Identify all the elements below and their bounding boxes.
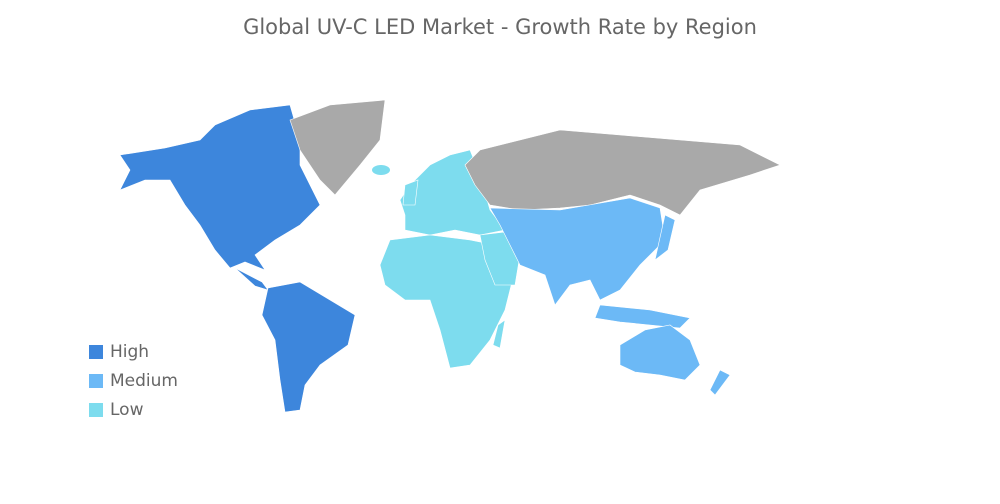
region: [402, 179, 419, 206]
region: [619, 324, 701, 381]
region: [492, 319, 506, 349]
region: [654, 214, 676, 261]
legend: High Medium Low: [89, 342, 178, 420]
legend-swatch: [89, 345, 103, 359]
region: [594, 304, 691, 329]
region: [261, 281, 356, 413]
region: [489, 197, 666, 306]
world-map: [119, 99, 781, 413]
region: [372, 165, 390, 175]
legend-swatch: [89, 403, 103, 417]
region: [709, 369, 731, 396]
region: [289, 99, 386, 196]
legend-label: High: [110, 342, 149, 362]
region: [379, 234, 516, 369]
legend-swatch: [89, 374, 103, 388]
region: [119, 104, 321, 271]
legend-label: Medium: [110, 371, 178, 391]
map-title: Global UV-C LED Market - Growth Rate by …: [243, 15, 757, 39]
legend-label: Low: [110, 400, 144, 420]
region: [234, 267, 269, 291]
